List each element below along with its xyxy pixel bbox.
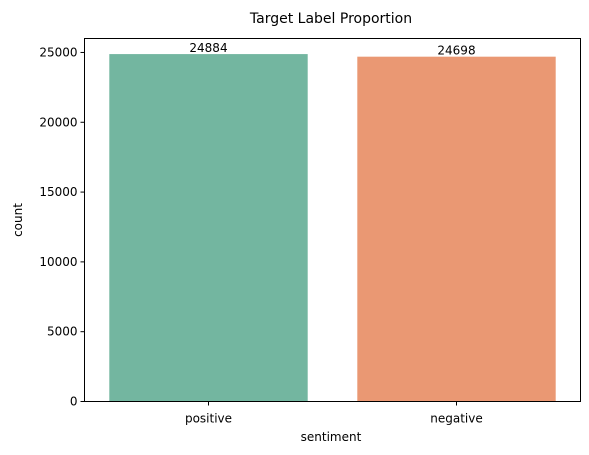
y-tick-label-15000: 15000 bbox=[39, 185, 77, 199]
y-tick-label-0: 0 bbox=[70, 395, 78, 409]
data-label-negative: 24698 bbox=[437, 44, 475, 58]
bar-positive bbox=[109, 54, 308, 402]
data-labels-group: 24884 24698 bbox=[189, 41, 475, 58]
x-axis: positive negative bbox=[185, 401, 483, 426]
x-axis-label: sentiment bbox=[301, 430, 362, 444]
y-tick-label-5000: 5000 bbox=[47, 325, 78, 339]
y-tick-label-25000: 25000 bbox=[39, 45, 77, 59]
x-tick-label-positive: positive bbox=[185, 412, 232, 426]
bars-group bbox=[109, 54, 556, 402]
y-axis-label: count bbox=[11, 203, 25, 237]
y-axis: 0 5000 10000 15000 20000 25000 bbox=[39, 45, 85, 409]
y-tick-label-10000: 10000 bbox=[39, 255, 77, 269]
y-tick-label-20000: 20000 bbox=[39, 115, 77, 129]
chart-title: Target Label Proportion bbox=[249, 11, 412, 27]
bar-negative bbox=[357, 56, 556, 402]
x-tick-label-negative: negative bbox=[430, 412, 482, 426]
plot-frame bbox=[84, 38, 581, 402]
data-label-positive: 24884 bbox=[189, 41, 227, 55]
